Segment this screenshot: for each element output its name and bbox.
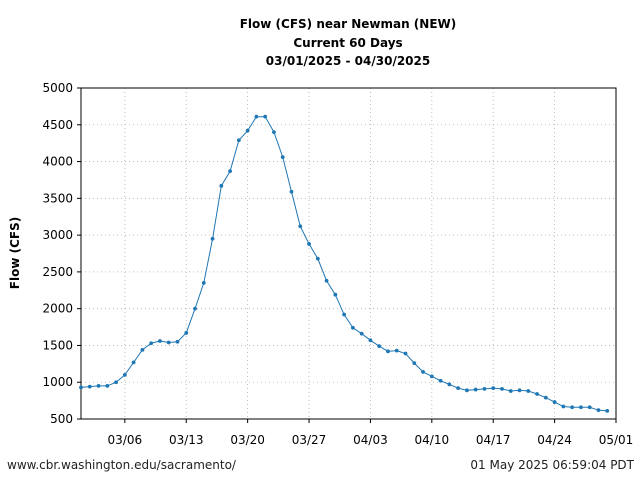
data-point [517,388,522,393]
data-point [298,224,303,229]
data-point [482,386,487,391]
data-point [333,292,338,297]
x-tick-label: 04/24 [537,433,572,447]
data-point [350,325,355,330]
data-point [368,338,373,343]
data-point [552,400,557,404]
x-tick-label: 03/20 [230,433,265,447]
y-tick-label: 500 [50,412,73,426]
data-point [587,405,592,410]
data-point [149,341,154,346]
data-point [193,306,197,311]
data-point [87,384,92,389]
grid-lines [81,87,617,420]
y-tick-label: 5000 [42,81,73,95]
y-tick-label: 3500 [42,191,73,205]
data-point [421,370,425,374]
data-point [526,389,531,393]
plot-area [80,87,617,420]
source-url: www.cbr.washington.edu/sacramento/ [7,458,236,472]
data-point [473,387,478,392]
y-tick-label: 2500 [42,265,73,279]
data-point [438,378,443,383]
data-point [175,339,180,344]
data-point [219,183,224,188]
x-tick-label: 03/06 [108,433,143,447]
data-point [236,138,241,143]
data-point [465,388,469,393]
flow-line [80,116,608,412]
data-point [280,155,285,160]
data-point [570,405,575,410]
data-point [596,408,601,413]
x-tick-label: 04/03 [353,433,388,447]
data-point [96,384,101,388]
data-point [210,236,215,241]
data-point [403,351,408,356]
flow-chart: Flow (CFS) near Newman (NEW) Current 60 … [8,17,634,447]
chart-title-line-1: Flow (CFS) near Newman (NEW) [240,17,457,31]
timestamp: 01 May 2025 06:59:04 PDT [470,458,634,472]
data-point [500,386,504,391]
data-point [245,128,250,133]
chart-title-line-3: 03/01/2025 - 04/30/2025 [266,54,430,68]
data-point [359,331,364,336]
y-tick-label: 1000 [42,375,73,389]
data-point [429,374,434,379]
y-tick-label: 4000 [42,155,73,169]
y-axis: 500 1000 1500 2000 2500 3000 3500 4000 4500 5000 [42,81,81,426]
data-point [166,340,171,345]
data-point [605,409,610,413]
y-tick-label: 4500 [42,118,73,132]
x-tick-label: 03/27 [292,433,327,447]
data-point [377,344,382,349]
data-point [105,384,110,388]
x-tick-label: 05/01 [599,433,634,447]
data-point [263,114,268,119]
x-tick-label: 04/10 [415,433,450,447]
data-point [324,278,329,283]
data-point [561,404,566,409]
data-point [579,405,583,410]
data-point [307,242,311,246]
data-point [289,189,294,194]
data-point [131,360,136,365]
data-point [342,312,347,317]
data-point [491,386,496,391]
data-point [228,169,232,174]
data-point [412,361,417,365]
data-point [272,130,276,135]
data-point [254,114,259,119]
data-point [543,395,548,400]
x-tick-label: 04/17 [476,433,511,447]
y-tick-label: 2000 [42,302,73,316]
y-tick-label: 3000 [42,228,73,242]
data-point [508,389,513,393]
data-point [386,349,390,354]
data-point [201,281,206,285]
chart-title-line-2: Current 60 Days [293,36,402,50]
data-point [315,256,320,261]
y-axis-label: Flow (CFS) [8,217,22,289]
data-point [140,347,145,352]
data-point [456,386,461,391]
data-point [447,382,452,387]
data-point [535,392,539,396]
chart-title: Flow (CFS) near Newman (NEW) Current 60 … [240,17,457,68]
data-point [79,385,83,390]
data-point [184,331,189,335]
data-point [122,372,127,377]
flow-series [79,114,610,413]
data-point [114,380,118,385]
data-point [158,339,162,343]
y-tick-label: 1500 [42,338,73,352]
x-axis: 03/06 03/13 03/20 03/27 04/03 04/10 04/17 04/24… [108,419,634,447]
x-tick-label: 03/13 [169,433,204,447]
data-point [394,348,399,353]
